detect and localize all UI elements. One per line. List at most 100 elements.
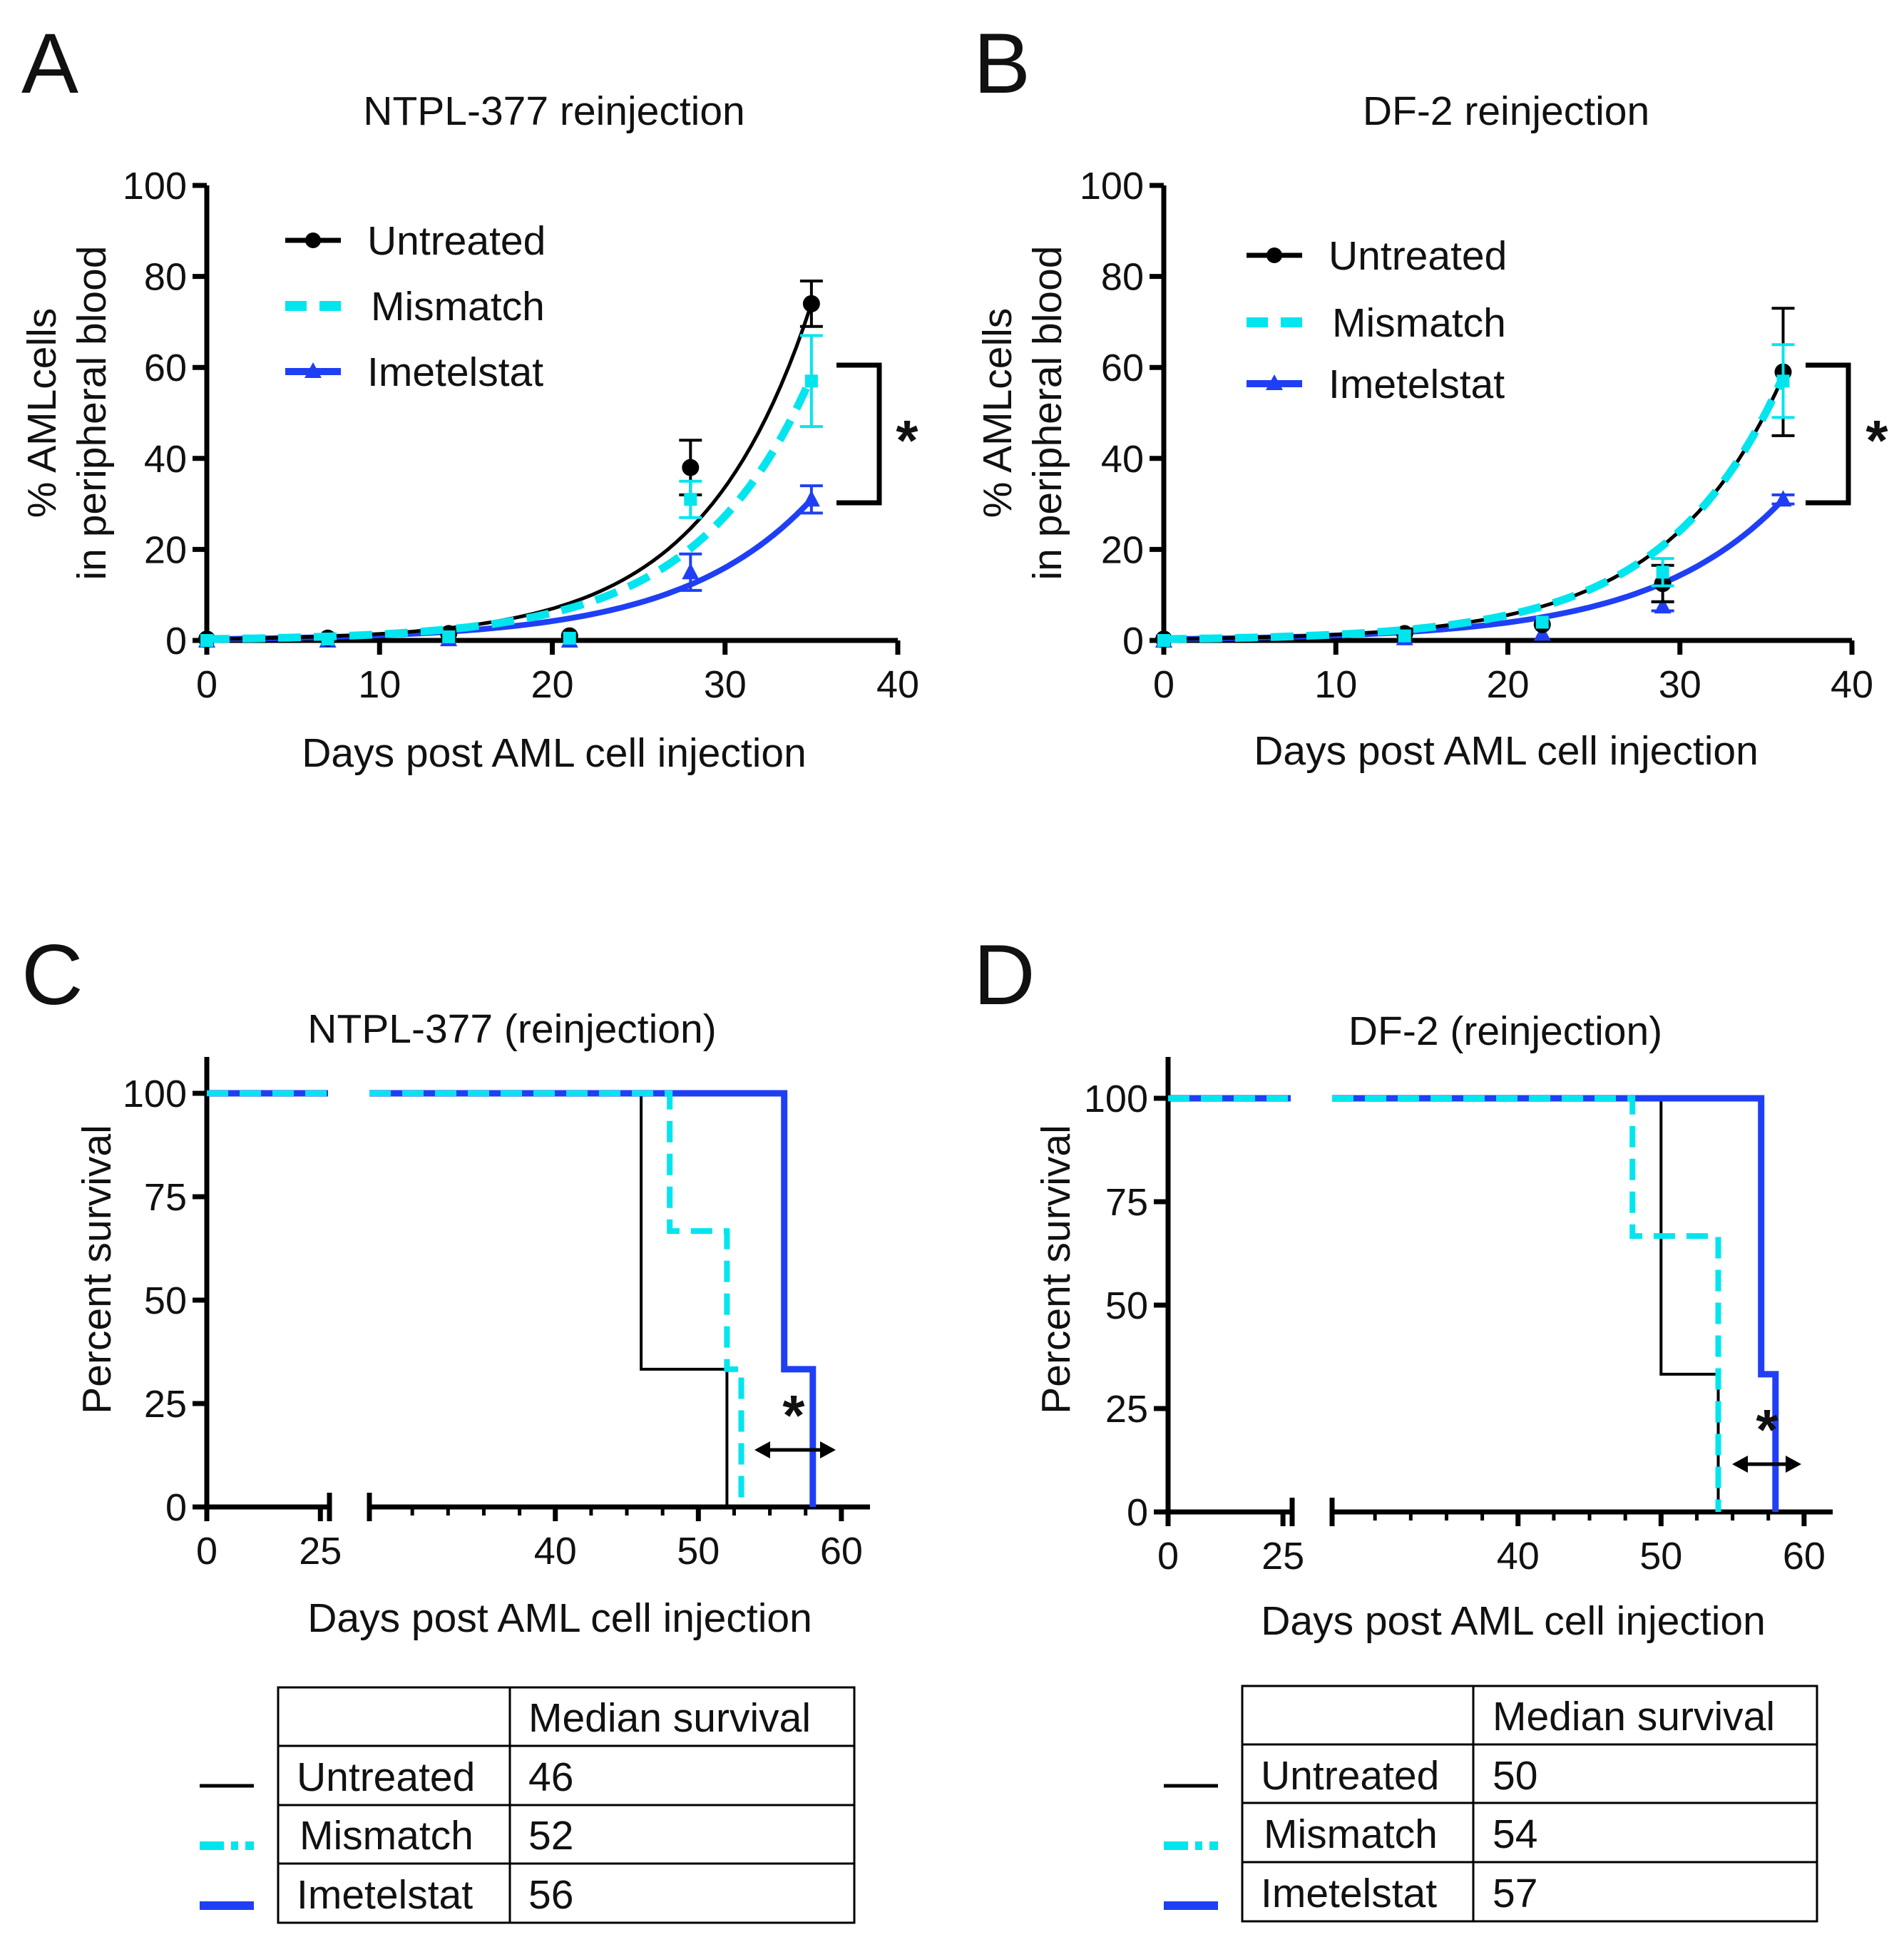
y-tick-label: 25 [144,1383,187,1426]
panel-letter: C [21,927,83,1023]
table-row-label: Untreated [1261,1753,1439,1799]
chart-title: NTPL-377 reinjection [363,88,744,134]
table-row-value: 52 [528,1813,573,1859]
y-tick-label: 100 [1084,1078,1148,1120]
table-row-value: 56 [528,1872,573,1918]
survival-curve-untreated [369,1092,729,1507]
x-tick-label: 0 [1157,1535,1179,1578]
y-tick-label: 100 [123,165,187,208]
data-point-untreated [802,295,820,312]
panel-letter: D [973,927,1035,1023]
legend-label-mismatch: Mismatch [371,284,545,329]
legend-marker-imetelstat [1266,374,1283,390]
legend: Untreated Mismatch Imetelstat [1247,233,1507,407]
fit-curve-mismatch [1163,374,1787,643]
x-tick-label: 40 [1831,663,1873,706]
table-header: Median survival [528,1695,811,1741]
data-point-imetelstat [682,563,700,580]
x-tick-label: 0 [1153,663,1174,706]
table-row-value: 50 [1493,1753,1537,1799]
y-tick-label: 0 [165,620,187,663]
panel-b: B DF-2 reinjection % AMLcells in periphe… [973,16,1888,774]
x-tick-label: 25 [1261,1535,1304,1578]
y-axis-label: Percent survival [74,1125,120,1414]
x-tick-label: 0 [196,663,217,706]
y-axis-label-line1: % AMLcells [975,308,1020,518]
x-axis-label: Days post AML cell injection [1261,1598,1766,1644]
significance-marker: * [1756,1398,1778,1461]
ticks: 0 25 50 75 100 0 25 40 50 60 [123,1073,863,1573]
x-tick-label: 60 [1783,1535,1826,1578]
y-tick-label: 75 [1105,1181,1148,1224]
survival-curve-mismatch [369,1090,744,1507]
arrow-head-right [1786,1456,1801,1473]
panel-c: C NTPL-377 (reinjection) Percent surviva… [21,927,870,1924]
x-tick-label: 20 [1486,663,1529,706]
data-point-mismatch [1157,634,1170,647]
significance-marker: * [782,1384,805,1447]
plot-area [198,279,823,648]
fit-curve-mismatch [206,374,815,643]
significance-bracket [1806,362,1851,506]
x-tick-label: 50 [1639,1535,1682,1578]
median-survival-table: Median survival Untreated 50 Mismatch 54… [1164,1685,1818,1923]
plot-area [1168,1095,1779,1512]
table-row-label: Mismatch [300,1813,474,1859]
ticks: 0 20 40 60 80 100 0 10 20 30 40 [1080,165,1873,706]
y-tick-label: 40 [1101,438,1144,481]
table-row-label: Imetelstat [1261,1871,1437,1916]
y-tick-label: 20 [1101,528,1144,571]
plot-area [207,1090,817,1507]
table-row-value: 57 [1493,1871,1537,1916]
y-axis-label-line2: in peripheral blood [1025,246,1070,581]
panel-letter: A [21,16,78,111]
legend-label-untreated: Untreated [367,218,546,264]
y-tick-label: 80 [1101,256,1144,299]
arrow-head-left [754,1441,770,1458]
y-tick-label: 20 [144,528,187,571]
legend-marker-imetelstat [304,362,322,378]
y-tick-label: 50 [144,1279,187,1322]
arrow-head-left [1732,1456,1748,1473]
survival-curve-imetelstat [1332,1095,1779,1512]
fit-curve-untreated [1163,375,1785,641]
panel-letter: B [973,16,1030,111]
legend-marker-untreated [305,232,321,248]
chart-title: DF-2 (reinjection) [1348,1008,1662,1054]
significance-marker: * [896,409,918,472]
y-axis-label-line2: in peripheral blood [69,246,115,581]
data-point-imetelstat [1654,597,1672,614]
panel-d: D DF-2 (reinjection) Percent survival Da… [973,927,1833,1923]
x-axis-label: Days post AML cell injection [302,730,807,776]
y-tick-label: 100 [1080,165,1144,208]
chart-title: DF-2 reinjection [1363,88,1649,134]
y-tick-label: 60 [1101,347,1144,389]
y-tick-label: 100 [123,1073,187,1115]
y-tick-label: 50 [1105,1284,1148,1327]
legend-label-imetelstat: Imetelstat [367,349,543,395]
legend-label-mismatch: Mismatch [1332,300,1506,346]
data-point-mismatch [1776,374,1790,388]
x-tick-label: 60 [820,1530,863,1573]
data-point-mismatch [1656,566,1669,579]
x-tick-label: 10 [358,663,401,706]
x-tick-label: 0 [196,1530,217,1573]
table-row-label: Untreated [297,1754,475,1800]
x-tick-label: 20 [531,663,573,706]
data-point-mismatch [563,631,576,645]
y-tick-label: 40 [144,438,187,481]
y-tick-label: 0 [1122,620,1144,663]
plot-area [1155,307,1795,648]
y-axis-label-line1: % AMLcells [19,308,65,518]
data-point-mismatch [200,634,213,647]
panel-a: A NTPL-377 reinjection % AMLcells in per… [19,16,919,776]
data-point-mismatch [1535,615,1549,629]
data-point-mismatch [1398,629,1411,643]
chart-title: NTPL-377 (reinjection) [307,1006,716,1052]
legend-label-untreated: Untreated [1329,233,1507,279]
data-point-mismatch [684,493,697,506]
data-point-mismatch [321,633,334,646]
survival-curve-imetelstat [369,1090,817,1507]
x-tick-label: 40 [1497,1535,1540,1578]
